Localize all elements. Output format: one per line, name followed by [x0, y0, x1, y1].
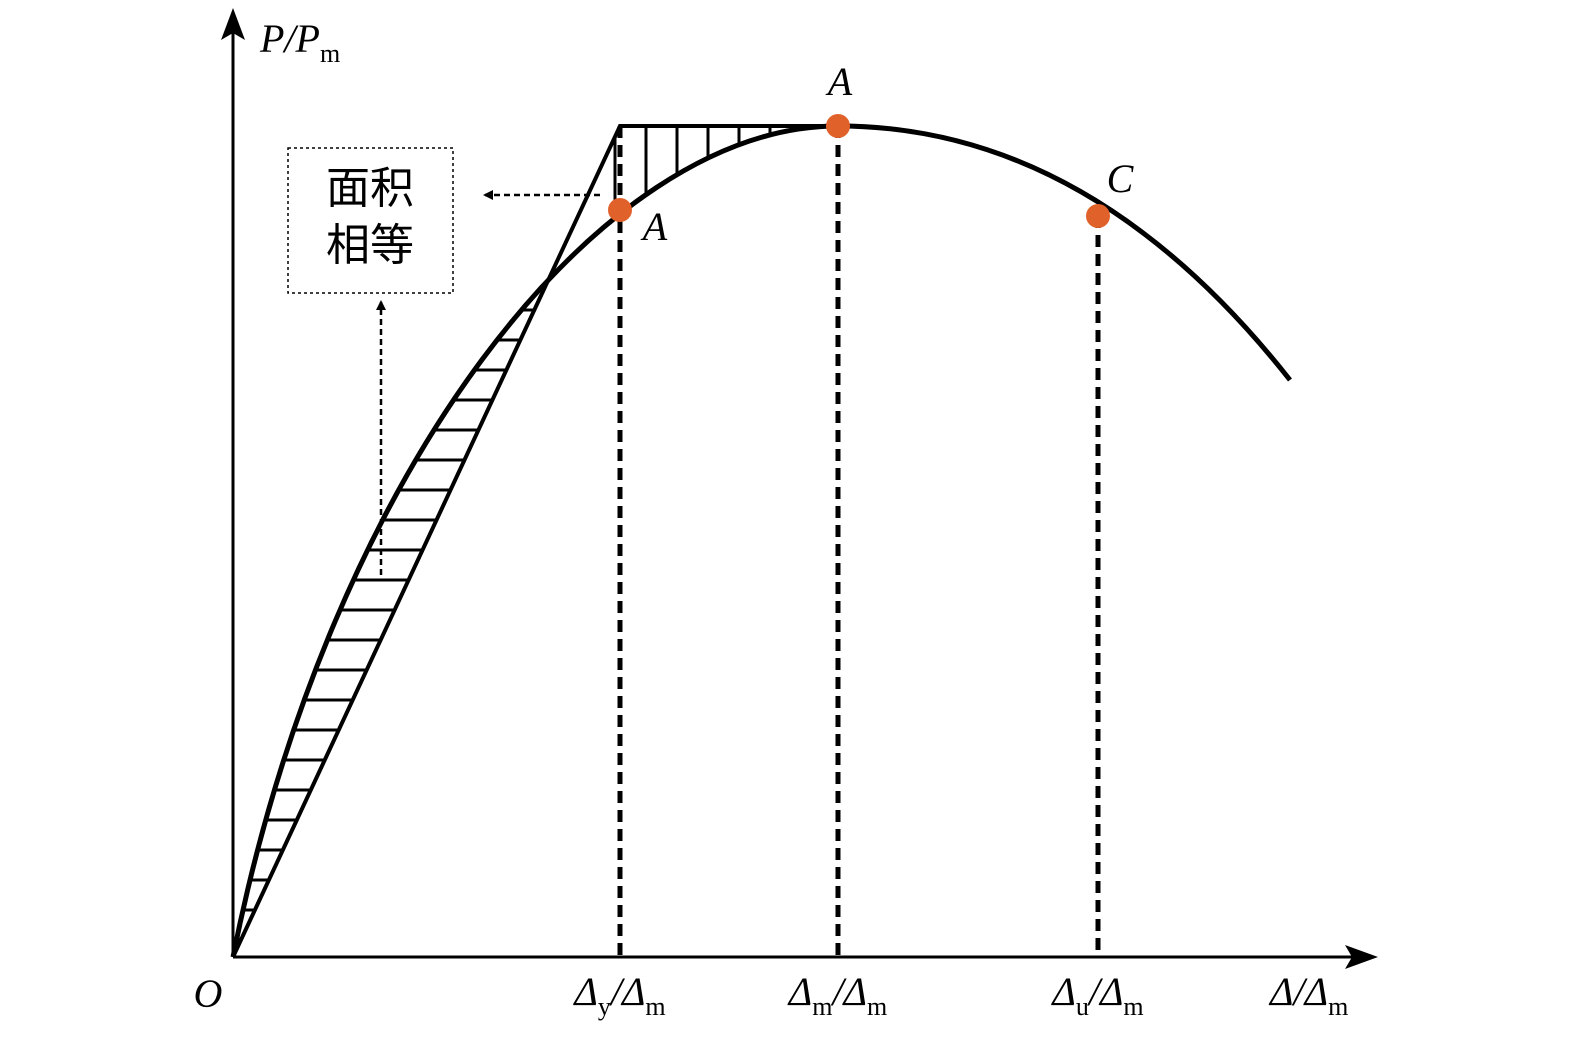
tick-sub: m: [867, 992, 887, 1021]
tick-main: /Δ: [830, 969, 867, 1014]
tick-sub: m: [812, 992, 832, 1021]
hatching: [233, 126, 834, 942]
tick-sub: y: [598, 992, 611, 1021]
point-ultimate: [1086, 204, 1110, 228]
label-sub: m: [320, 39, 340, 68]
label-sub: m: [1328, 992, 1348, 1021]
tick-main: /Δ: [609, 969, 646, 1014]
guides: [617, 126, 1101, 957]
note-text: 相等: [326, 220, 414, 271]
tick-sub: m: [645, 992, 665, 1021]
x-arrow: [1345, 945, 1378, 969]
x-tick-label: Δy/Δm: [572, 969, 665, 1021]
tick-main: /Δ: [1087, 969, 1124, 1014]
point-label: C: [1107, 156, 1135, 201]
point-peak: [826, 114, 850, 138]
tick-sub: m: [1123, 992, 1143, 1021]
tick-main: Δ: [787, 969, 812, 1014]
x-tick-label: Δu/Δm: [1050, 969, 1143, 1021]
label-main: P/P: [259, 16, 320, 61]
point-label: A: [825, 59, 853, 104]
tick-main: Δ: [1050, 969, 1075, 1014]
label-main: Δ/Δ: [1268, 969, 1328, 1014]
x-ticks: Δy/Δm Δm/Δm Δu/Δm: [572, 969, 1143, 1021]
x-axis-label: Δ/Δm: [1268, 969, 1348, 1021]
tick-main: Δ: [572, 969, 597, 1014]
note-box: [287, 147, 454, 294]
origin-label: O: [194, 971, 223, 1016]
y-arrow: [221, 8, 245, 40]
load-curve: [230, 123, 1292, 958]
note-text: 面积: [326, 163, 414, 214]
x-tick-label: Δm/Δm: [787, 969, 888, 1021]
point-yield: [608, 198, 632, 222]
tick-sub: u: [1076, 992, 1089, 1021]
bilinear-line: [231, 124, 838, 958]
y-axis-label: P/Pm: [259, 16, 340, 68]
point-label: A: [640, 204, 668, 249]
